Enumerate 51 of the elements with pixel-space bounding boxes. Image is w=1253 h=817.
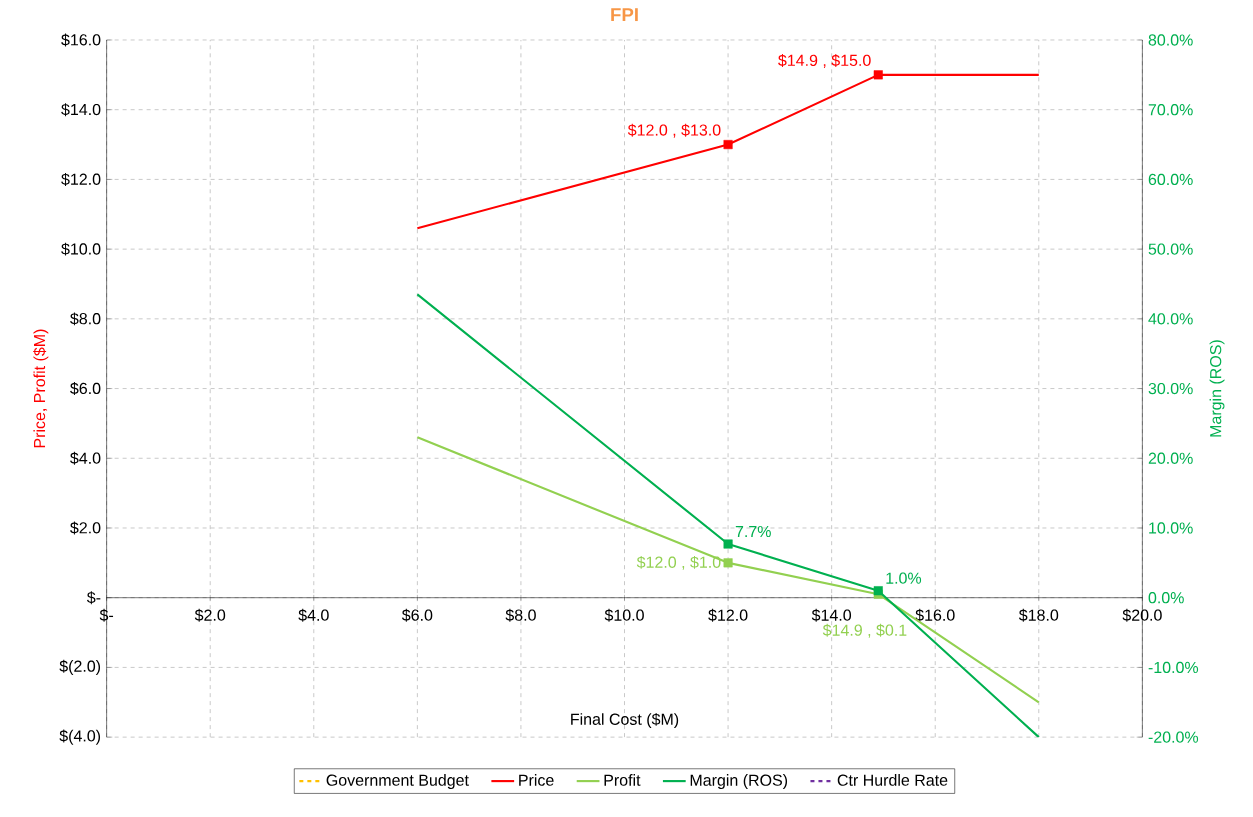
- data-label: $14.9 , $0.1: [822, 623, 907, 638]
- legend-label: Government Budget: [326, 774, 469, 789]
- y2-tick-label: -10.0%: [1148, 661, 1199, 674]
- data-label: $12.0 , $13.0: [627, 123, 721, 138]
- y2-tick-label: 40.0%: [1148, 313, 1193, 325]
- x-tick-label: $4.0: [298, 608, 329, 622]
- legend-label: Ctr Hurdle Rate: [837, 774, 948, 786]
- x-tick-label: $14.0: [811, 608, 852, 622]
- y-tick-label: $4.0: [70, 451, 101, 465]
- y2-tick-label: 80.0%: [1148, 34, 1193, 46]
- x-tick-label: $18.0: [1018, 608, 1059, 622]
- y-tick-label: $10.0: [61, 242, 101, 256]
- x-tick-label: $12.0: [708, 608, 748, 622]
- x-tick-label: $10.0: [604, 608, 644, 622]
- y-tick-label: $-: [86, 591, 101, 605]
- y-tick-label: $14.0: [61, 103, 101, 117]
- point: [723, 558, 733, 568]
- data-label: $14.9 , $15.0: [778, 53, 871, 68]
- chart-title: FPI: [611, 8, 638, 22]
- y-tick-label: $(4.0): [59, 729, 101, 745]
- y2-axis-title: Margin (ROS): [1209, 340, 1225, 437]
- x-tick-label: $20.0: [1122, 608, 1162, 622]
- legend-label: Price: [519, 774, 554, 786]
- legend-label: Margin (ROS): [690, 774, 788, 789]
- y2-tick-label: 60.0%: [1148, 173, 1193, 186]
- point: [723, 139, 733, 150]
- x-axis-title: Final Cost ($M): [571, 712, 679, 728]
- x-tick-label: $8.0: [505, 608, 536, 622]
- legend-label: Profit: [604, 774, 641, 786]
- y-axis-title: Price, Profit ($M): [33, 329, 49, 448]
- y2-tick-label: -20.0%: [1148, 731, 1199, 743]
- y2-tick-label: 0.0%: [1148, 592, 1184, 604]
- x-tick-label: $6.0: [401, 608, 433, 622]
- x-tick-label: $16.0: [915, 608, 955, 622]
- y2-tick-label: 30.0%: [1148, 382, 1193, 395]
- y-tick-label: $6.0: [70, 382, 101, 395]
- y2-tick-label: 20.0%: [1148, 452, 1193, 464]
- data-label: 7.7%: [735, 525, 771, 538]
- y2-tick-label: 10.0%: [1149, 522, 1193, 534]
- y-tick-label: $16.0: [61, 33, 101, 47]
- x-tick-label: $-: [99, 608, 114, 622]
- y-tick-label: $12.0: [61, 172, 101, 186]
- y-tick-label: $(2.0): [59, 659, 101, 675]
- y2-tick-label: 50.0%: [1148, 243, 1193, 255]
- y-tick-label: $8.0: [70, 312, 101, 326]
- data-label: $12.0 , $1.0: [636, 555, 721, 570]
- y-tick-label: $2.0: [70, 521, 101, 535]
- y2-tick-label: 70.0%: [1148, 104, 1193, 116]
- data-label: 1.0%: [886, 572, 922, 584]
- point: [873, 70, 883, 80]
- x-tick-label: $2.0: [194, 608, 226, 622]
